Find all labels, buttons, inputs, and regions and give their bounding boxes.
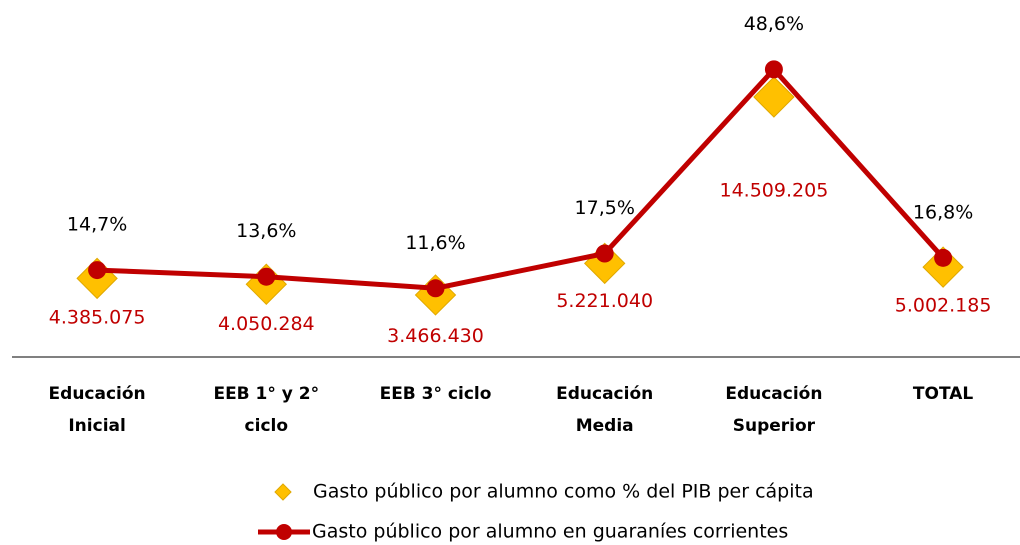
value-label: 3.466.430 (387, 325, 484, 347)
legend-label: Gasto público por alumno en guaraníes co… (312, 521, 788, 543)
value-label: 5.002.185 (895, 294, 992, 316)
value-label: 5.221.040 (556, 290, 653, 312)
circle-marker (257, 267, 276, 286)
value-label: 13,6% (236, 220, 296, 242)
x-tick-label: TOTAL (912, 384, 974, 404)
value-label: 17,5% (575, 197, 635, 219)
x-tick-label: Educación Superior (725, 384, 823, 436)
value-label: 14,7% (67, 214, 127, 236)
circle-marker (426, 279, 445, 298)
value-label: 11,6% (405, 232, 465, 254)
x-tick-label: EEB 1° y 2° ciclo (213, 384, 320, 436)
x-tick-label: Educación Media (556, 384, 654, 436)
legend-marker (276, 524, 292, 540)
value-label: 14.509.205 (720, 180, 829, 202)
diamond-marker (922, 246, 964, 288)
circle-marker (934, 248, 953, 267)
circle-marker (88, 261, 107, 280)
value-label: 16,8% (913, 201, 973, 223)
circle-marker (764, 60, 783, 79)
legend-marker (274, 483, 292, 501)
x-tick-label: Educación Inicial (48, 384, 146, 436)
value-label: 48,6% (744, 13, 804, 35)
legend-label: Gasto público por alumno como % del PIB … (313, 481, 814, 503)
circle-marker (595, 244, 614, 263)
diamond-marker (753, 76, 795, 118)
value-label: 4.050.284 (218, 313, 315, 335)
value-label: 4.385.075 (49, 307, 146, 329)
x-tick-label: EEB 3° ciclo (379, 384, 492, 404)
data-line (97, 66, 945, 291)
